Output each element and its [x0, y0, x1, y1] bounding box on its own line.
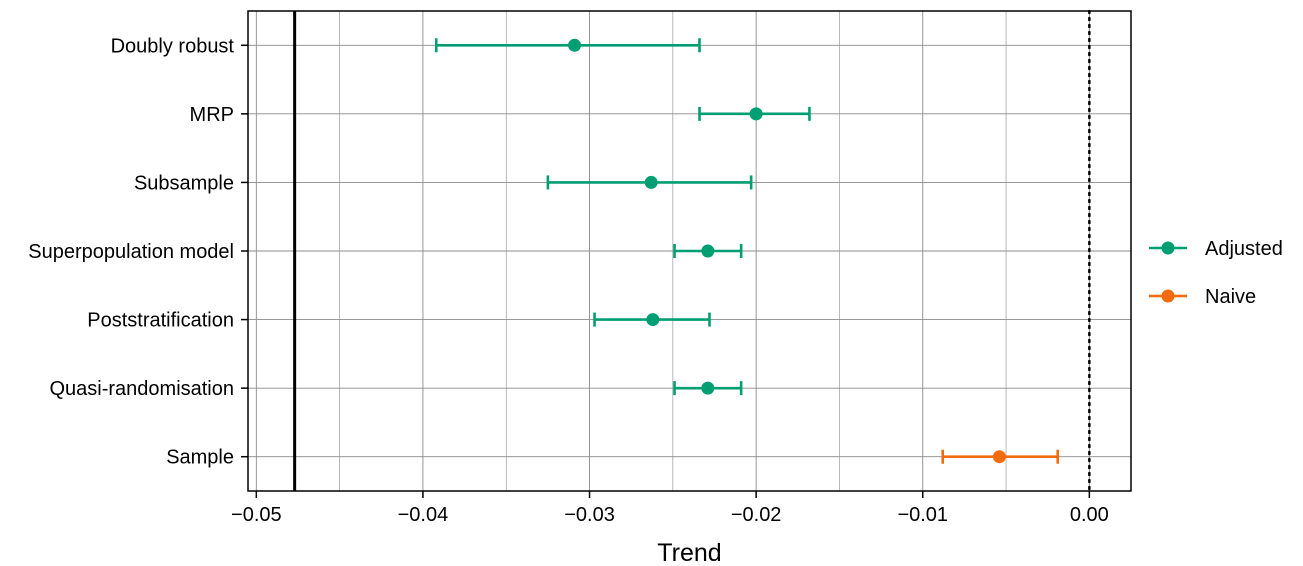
point-estimate: [992, 450, 1006, 464]
point-estimate: [701, 244, 715, 258]
legend-label: Adjusted: [1205, 238, 1283, 260]
x-tick-label: −0.03: [564, 504, 615, 526]
x-tick-label: −0.04: [398, 504, 449, 526]
x-tick-label: −0.05: [231, 504, 282, 526]
y-tick-label: Quasi-randomisation: [49, 378, 234, 400]
y-tick-label: Sample: [166, 447, 234, 469]
y-tick-label: Subsample: [134, 172, 234, 194]
x-tick-label: 0.00: [1070, 504, 1109, 526]
point-estimate: [646, 313, 660, 327]
axes: −0.05 −0.04 −0.03 −0.02 −0.01 0.00 Doubly robu…: [28, 35, 1109, 526]
point-estimate: [568, 38, 582, 52]
point-estimate: [701, 381, 715, 395]
data-marks: [434, 38, 1059, 464]
point-estimate: [644, 175, 658, 189]
legend-key-point: [1161, 241, 1175, 255]
legend: Adjusted Naive: [1149, 238, 1283, 308]
y-tick-label: MRP: [190, 104, 234, 126]
y-tick-label: Doubly robust: [111, 35, 235, 57]
legend-key-point: [1161, 289, 1175, 303]
y-tick-label: Poststratification: [87, 310, 234, 332]
x-tick-label: −0.02: [731, 504, 782, 526]
point-estimate: [749, 107, 763, 121]
y-tick-label: Superpopulation model: [28, 241, 234, 263]
x-axis-title: Trend: [657, 539, 721, 566]
x-tick-label: −0.01: [897, 504, 948, 526]
legend-label: Naive: [1205, 286, 1256, 308]
reference-lines: [293, 9, 1091, 493]
